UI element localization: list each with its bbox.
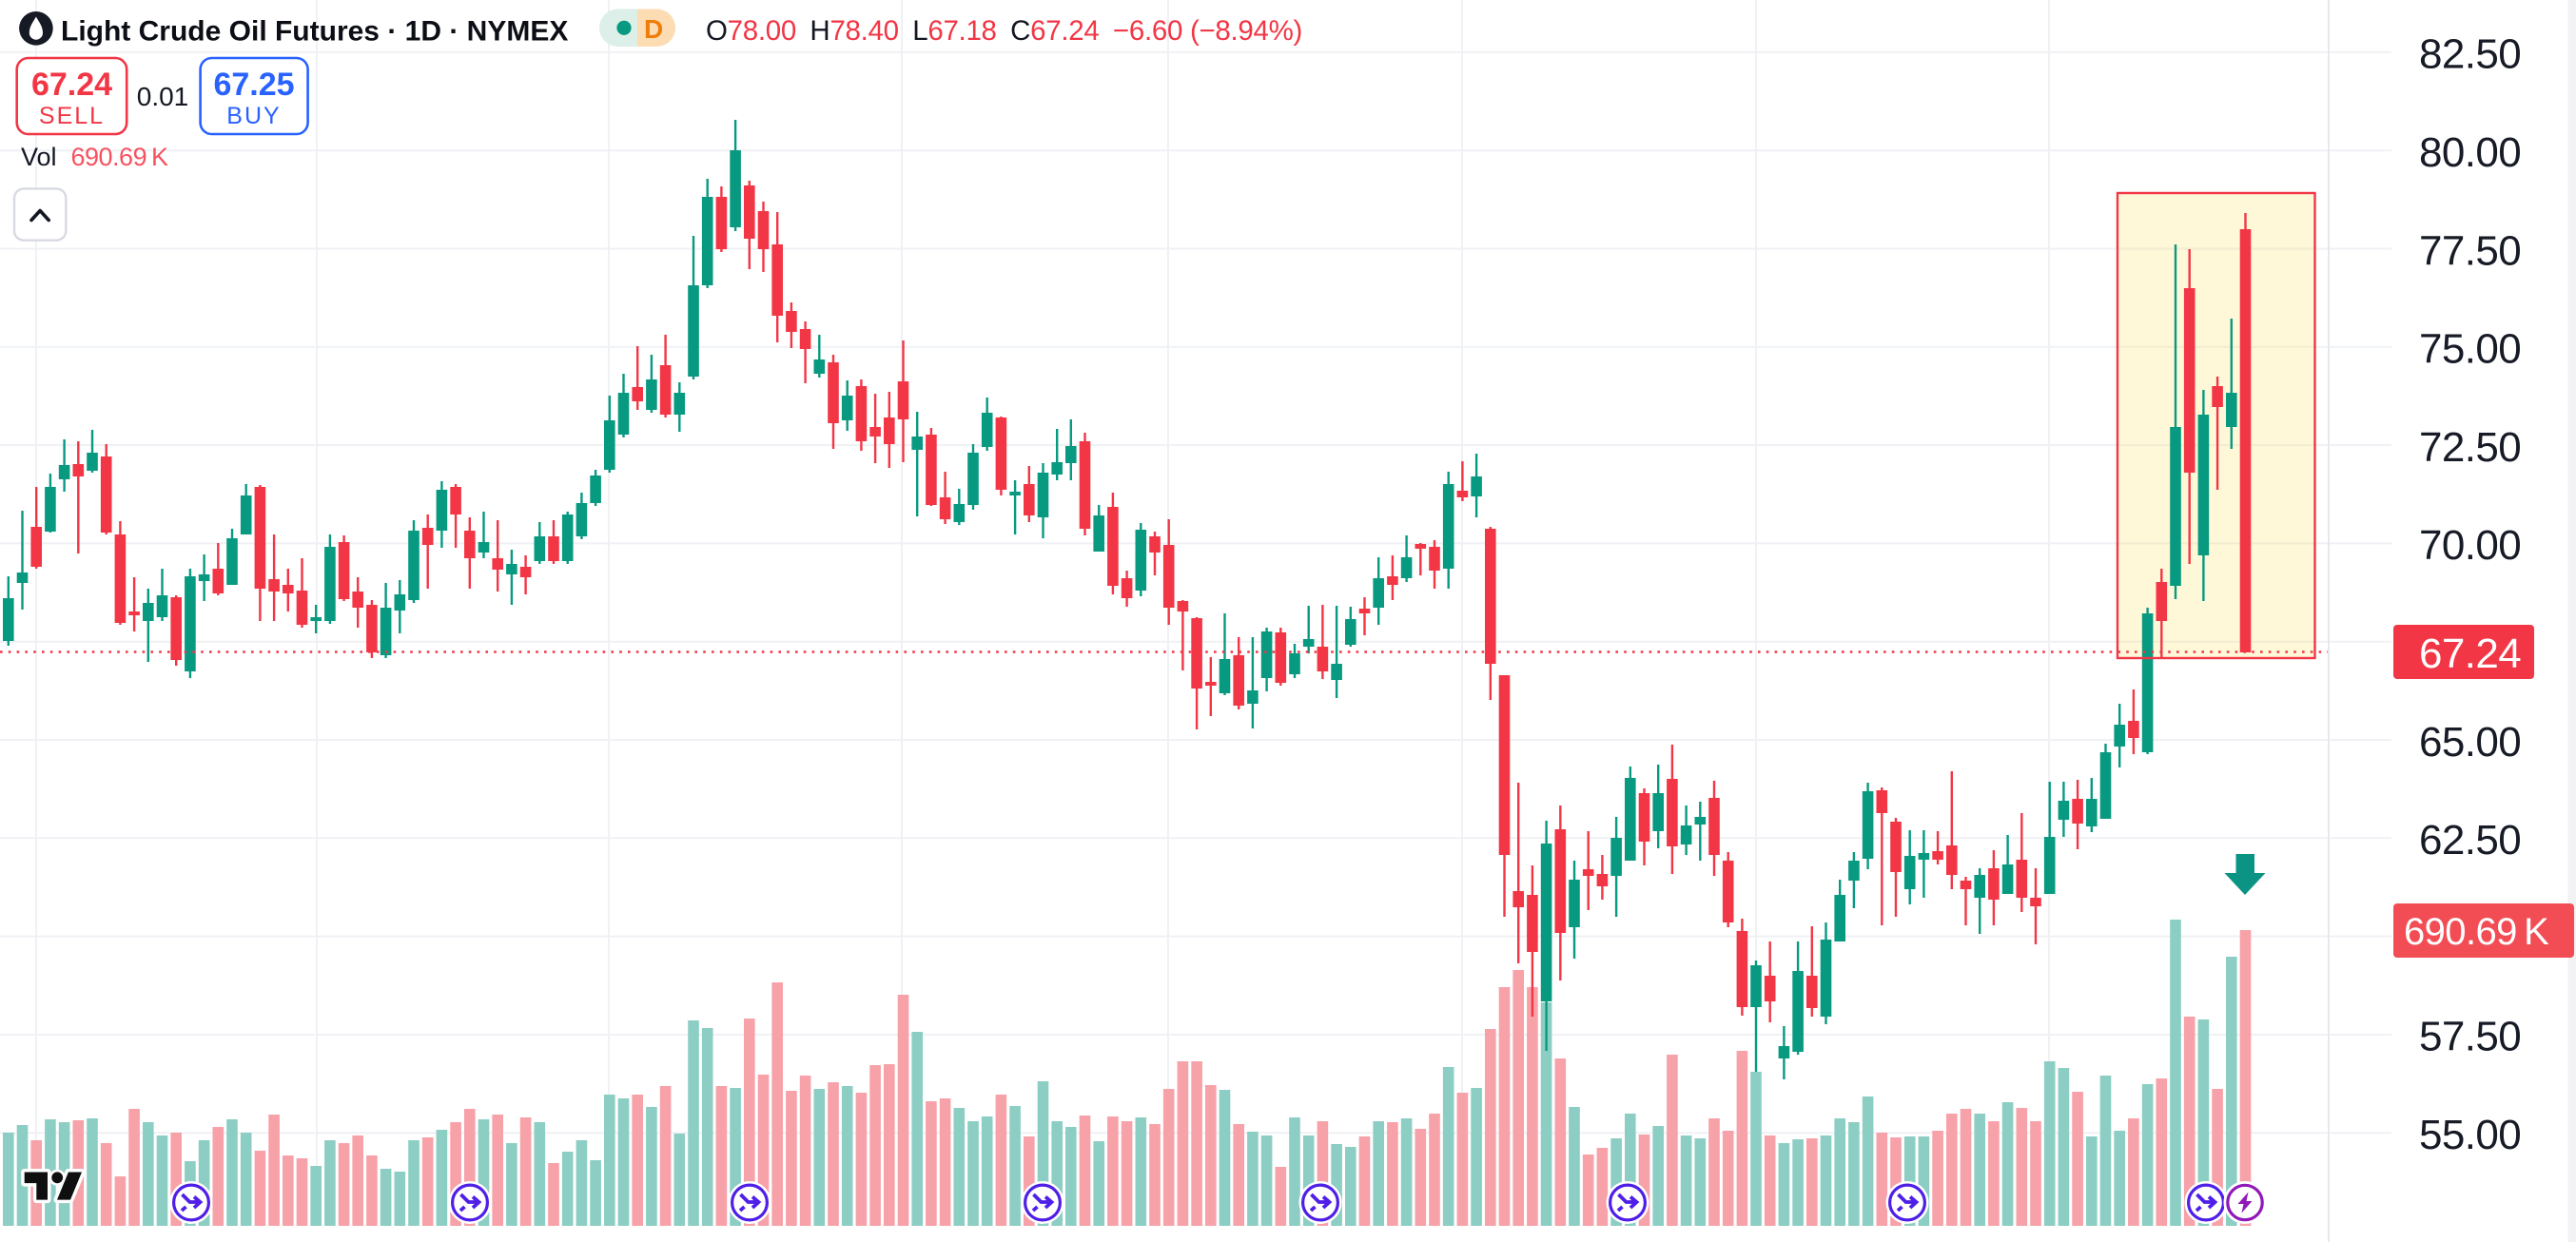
- svg-text:70.00: 70.00: [2419, 522, 2521, 569]
- svg-text:67.24: 67.24: [2419, 631, 2521, 677]
- svg-text:Light Crude Oil Futures · 1D ·: Light Crude Oil Futures · 1D · NYMEX: [61, 16, 568, 48]
- svg-text:BUY: BUY: [226, 103, 281, 129]
- svg-text:75.00: 75.00: [2419, 326, 2521, 373]
- svg-text:D: D: [644, 14, 663, 44]
- svg-text:80.00: 80.00: [2419, 129, 2521, 176]
- svg-text:Vol: Vol: [21, 143, 57, 171]
- svg-text:82.50: 82.50: [2419, 31, 2521, 78]
- svg-text:67.25: 67.25: [213, 67, 294, 103]
- svg-text:77.50: 77.50: [2419, 227, 2521, 274]
- svg-text:0.01: 0.01: [137, 82, 189, 111]
- svg-text:690.69 K: 690.69 K: [71, 143, 168, 171]
- svg-text:72.50: 72.50: [2419, 424, 2521, 471]
- svg-text:SELL: SELL: [39, 103, 105, 129]
- svg-text:690.69 K: 690.69 K: [2404, 911, 2549, 953]
- svg-text:65.00: 65.00: [2419, 719, 2521, 766]
- svg-text:57.50: 57.50: [2419, 1014, 2521, 1060]
- svg-text:O78.00 H78.40 L67.18 C67.24 −6: O78.00 H78.40 L67.18 C67.24 −6.60 (−8.94…: [706, 15, 1302, 47]
- svg-text:67.24: 67.24: [31, 67, 112, 103]
- svg-text:55.00: 55.00: [2419, 1112, 2521, 1158]
- svg-text:62.50: 62.50: [2419, 817, 2521, 864]
